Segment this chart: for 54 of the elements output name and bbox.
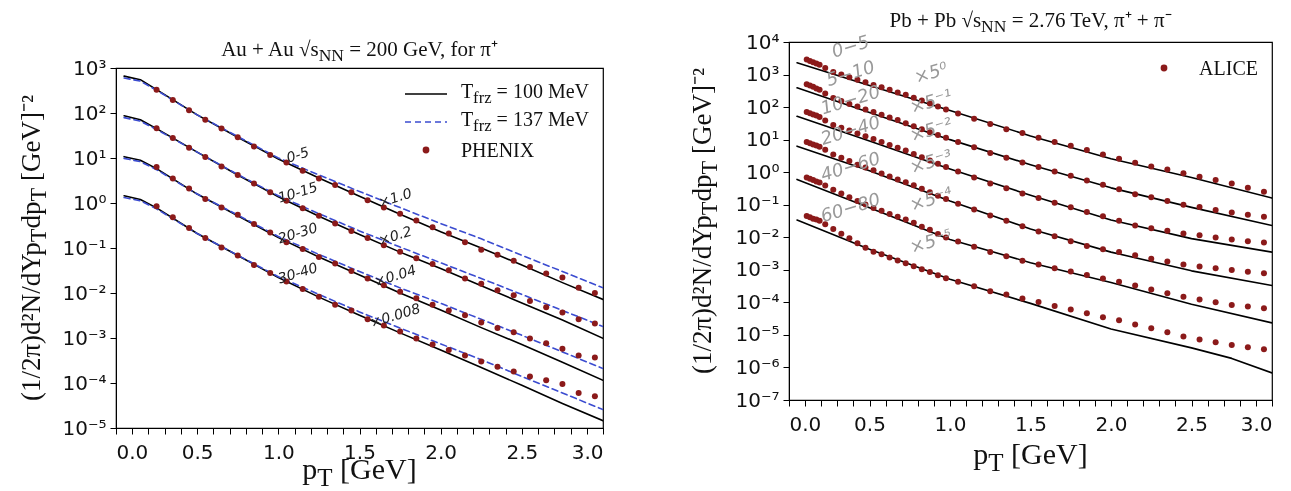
y-tick-label: 10² <box>73 100 107 125</box>
annotation: 20-30 <box>275 219 320 247</box>
chart-title: Au + Au √s$_{NN}$ = 200 GeV, for π⁺ <box>220 36 499 67</box>
annotation: ×0.2 <box>376 222 414 249</box>
y-tick-label: 10⁻⁶ <box>735 354 780 379</box>
annotation: 0-5 <box>284 143 312 166</box>
y-tick-label: 10⁻⁵ <box>735 322 780 347</box>
x-tick-label: 3.0 <box>571 439 604 464</box>
x-tick-label: 2.5 <box>1176 411 1208 436</box>
annotation: ×1.0 <box>376 184 414 211</box>
x-tick-label: 1.0 <box>934 411 967 436</box>
annotation: ×0.04 <box>372 261 418 290</box>
x-tick-label: 2.5 <box>506 439 539 464</box>
x-tick-label: 0.5 <box>854 411 886 436</box>
y-tick-label: 10⁻⁵ <box>62 415 107 440</box>
x-tick-label: 2.0 <box>1095 411 1128 436</box>
x-tick-label: 1.0 <box>262 439 295 464</box>
x-tick-label: 2.0 <box>425 439 458 464</box>
y-tick-label: 10¹ <box>746 127 780 152</box>
y-tick-label: 10⁻⁴ <box>735 289 780 314</box>
annotation: 10-15 <box>275 178 320 206</box>
y-tick-label: 10¹ <box>73 145 107 170</box>
annotation: ×5⁻³ <box>907 144 955 178</box>
y-tick-label: 10⁻³ <box>735 257 780 282</box>
y-tick-label: 10⁻¹ <box>62 235 107 260</box>
annotation: ×0.008 <box>368 299 423 331</box>
legend-label: T$_{frz}$ = 100 MeV <box>460 80 589 108</box>
y-tick-label: 10⁰ <box>73 190 107 215</box>
y-tick-label: 10⁻⁷ <box>735 387 780 412</box>
legend-label: T$_{frz}$ = 137 MeV <box>460 108 589 136</box>
y-tick-label: 10⁻⁴ <box>62 370 107 395</box>
y-tick-label: 10³ <box>746 62 780 87</box>
y-tick-label: 10⁻³ <box>62 325 107 350</box>
annotation: 30-40 <box>275 259 320 287</box>
y-tick-label: 10⁻¹ <box>735 192 780 217</box>
x-tick-label: 1.5 <box>1015 411 1047 436</box>
y-tick-label: 10⁻² <box>735 224 780 249</box>
annotation: ×5⁻⁴ <box>907 182 956 215</box>
x-tick-label: 0.0 <box>789 411 822 436</box>
x-tick-label: 3.0 <box>1240 411 1273 436</box>
annotation: 40−60 <box>818 147 883 186</box>
y-tick-label: 10⁴ <box>746 29 780 54</box>
y-tick-label: 10⁰ <box>746 159 780 184</box>
y-tick-label: 10⁻² <box>62 280 107 305</box>
annotation: 60−80 <box>818 188 883 227</box>
annotation: ×5⁻⁵ <box>907 224 955 258</box>
x-tick-label: 0.5 <box>181 439 214 464</box>
x-axis-title: p$_{T}$ [GeV] <box>972 437 1089 477</box>
legend-label: ALICE <box>1199 56 1258 80</box>
y-tick-label: 10³ <box>73 55 107 80</box>
x-tick-label: 0.0 <box>116 439 149 464</box>
y-tick-label: 10² <box>746 94 780 119</box>
chart-title: Pb + Pb √s$_{NN}$ = 2.76 TeV, π⁺ + π⁻ <box>889 8 1172 37</box>
legend-label: PHENIX <box>460 138 535 162</box>
